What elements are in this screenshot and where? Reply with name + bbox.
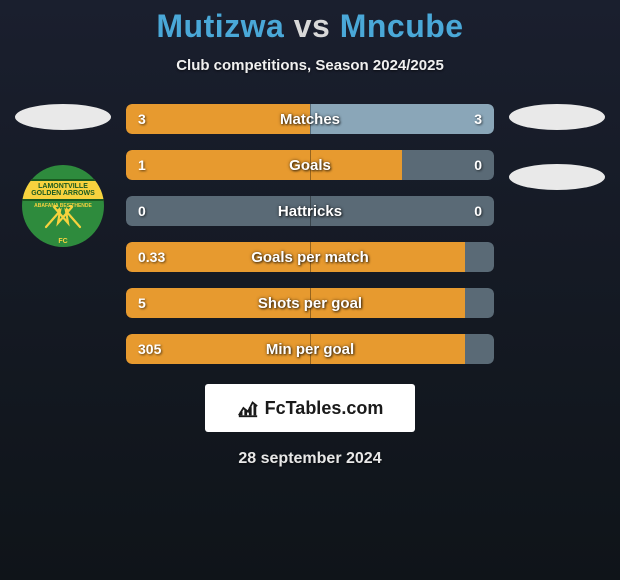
subtitle: Club competitions, Season 2024/2025	[0, 57, 620, 74]
content-wrapper: Mutizwa vs Mncube Club competitions, Sea…	[0, 0, 620, 580]
crest-band-text: LAMONTVILLE GOLDEN ARROWS	[31, 183, 95, 197]
branding-text: FcTables.com	[265, 398, 384, 419]
stat-bar-row: Hattricks00	[126, 196, 494, 226]
crest-fc-text: FC	[22, 238, 104, 245]
player2-photo-placeholder	[509, 104, 605, 130]
stats-bars-column: Matches33 Goals10 Hattricks00 Goals per mat…	[118, 104, 502, 364]
stat-bar-row: Shots per goal5	[126, 288, 494, 318]
stat-bar-left	[126, 150, 402, 180]
date-text: 28 september 2024	[0, 450, 620, 468]
left-side-column: LAMONTVILLE GOLDEN ARROWS ABAFANA BES'TH…	[8, 104, 118, 254]
stat-bar-right	[402, 150, 494, 180]
stat-bar-right	[310, 196, 494, 226]
stat-bar-left	[126, 334, 465, 364]
crest-main-text: GOLDEN ARROWS	[31, 190, 95, 197]
stat-bar-left	[126, 288, 465, 318]
page-title: Mutizwa vs Mncube	[0, 8, 620, 45]
title-player2: Mncube	[340, 8, 464, 44]
player2-club-placeholder	[509, 164, 605, 190]
crest-top-text: LAMONTVILLE	[38, 183, 88, 190]
stat-bar-divider	[310, 334, 311, 364]
right-side-column	[502, 104, 612, 190]
stat-bar-left	[126, 104, 310, 134]
stat-bar-divider	[310, 150, 311, 180]
title-player1: Mutizwa	[156, 8, 284, 44]
stat-bar-row: Matches33	[126, 104, 494, 134]
stat-bar-right	[465, 334, 494, 364]
stat-bar-row: Min per goal305	[126, 334, 494, 364]
stat-bar-left	[126, 196, 310, 226]
stat-bar-right	[310, 104, 494, 134]
player1-photo-placeholder	[15, 104, 111, 130]
stat-bar-right	[465, 242, 494, 272]
stat-bar-right	[465, 288, 494, 318]
crest-inner: LAMONTVILLE GOLDEN ARROWS ABAFANA BES'TH…	[22, 165, 104, 247]
stat-bar-row: Goals per match0.33	[126, 242, 494, 272]
stat-bar-row: Goals10	[126, 150, 494, 180]
branding-badge: FcTables.com	[205, 384, 415, 432]
stat-bar-divider	[310, 242, 311, 272]
player1-club-crest: LAMONTVILLE GOLDEN ARROWS ABAFANA BES'TH…	[15, 158, 111, 254]
stat-bar-left	[126, 242, 465, 272]
title-vs: vs	[294, 8, 331, 44]
stat-bar-divider	[310, 104, 311, 134]
stat-bar-divider	[310, 288, 311, 318]
crest-arrows-icon	[38, 205, 88, 235]
crest-band: LAMONTVILLE GOLDEN ARROWS	[22, 179, 104, 201]
fctables-logo-icon	[237, 397, 259, 419]
stat-bar-divider	[310, 196, 311, 226]
main-row: LAMONTVILLE GOLDEN ARROWS ABAFANA BES'TH…	[0, 104, 620, 364]
